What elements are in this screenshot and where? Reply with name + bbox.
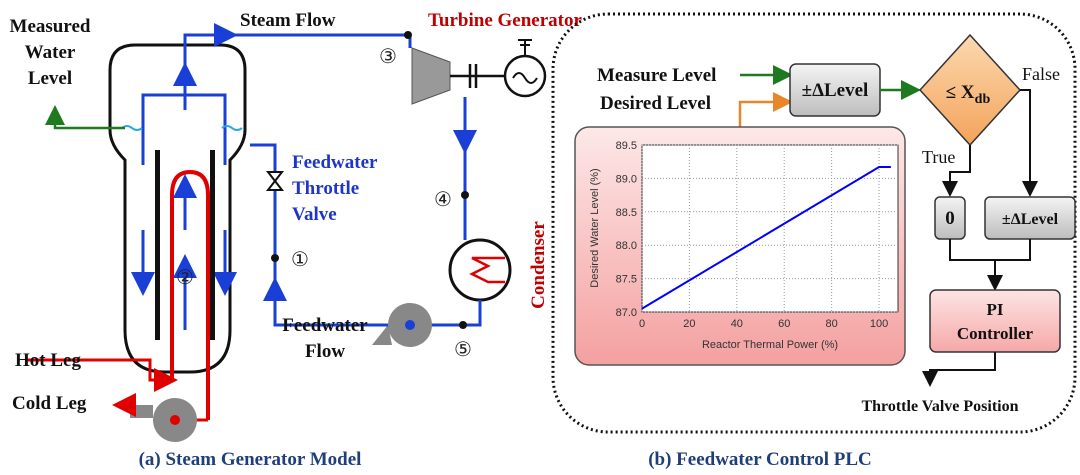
figure: Measured Water Level Steam Flow Turbine …: [0, 0, 1080, 475]
throttle-valve: [268, 172, 282, 190]
measured-label: Measured: [10, 16, 91, 37]
x-tick-label: 0: [639, 318, 645, 330]
desired-label: Desired Level: [600, 93, 711, 114]
feedwater-flow-label: Flow: [305, 341, 345, 362]
pump-port: [405, 320, 415, 330]
measure-label: Measure Level: [597, 65, 716, 86]
y-tick-label: 89.0: [616, 173, 637, 185]
steam-flow-label: Steam Flow: [240, 10, 336, 31]
shroud: [155, 150, 160, 340]
y-tick-label: 88.5: [616, 207, 637, 219]
node-dot: [461, 191, 469, 199]
y-tick-label: 88.0: [616, 240, 637, 252]
node-number: ①: [291, 247, 309, 271]
x-axis-label: Reactor Thermal Power (%): [702, 339, 838, 351]
x-tick-label: 20: [683, 318, 695, 330]
y-tick-label: 87.0: [616, 307, 637, 319]
output-label: Throttle Valve Position: [861, 398, 1018, 415]
condition-subscript: db: [975, 92, 991, 107]
condenser-label: Condenser: [528, 221, 549, 309]
valve-label: Feedwater: [292, 152, 378, 173]
pass-label: ±ΔLevel: [1002, 211, 1059, 228]
measured-label: Level: [28, 68, 72, 89]
pump-port: [170, 415, 180, 425]
y-tick-label: 89.5: [616, 140, 637, 152]
y-axis-label: Desired Water Level (%): [589, 168, 601, 287]
false-path: [1020, 90, 1030, 193]
caption: (a) Steam Generator Model: [139, 449, 362, 470]
hot-leg-label: Hot Leg: [15, 350, 81, 371]
reactor-pump: [130, 398, 197, 442]
error-box-label: ±ΔLevel: [802, 80, 869, 101]
feedwater-flow-label: Feedwater: [282, 315, 368, 336]
node-dot: [271, 254, 279, 262]
generator: [505, 56, 545, 96]
merge-path: [950, 239, 1030, 287]
x-tick-label: 80: [826, 318, 838, 330]
valve-label: Throttle: [292, 178, 359, 199]
node-number: ③: [379, 44, 397, 68]
x-tick-label: 40: [731, 318, 743, 330]
x-tick-label: 100: [870, 318, 888, 330]
caption: (b) Feedwater Control PLC: [648, 449, 872, 470]
false-label: False: [1022, 64, 1060, 84]
controller-label: PI: [987, 300, 1004, 319]
node-number: ②: [176, 265, 194, 289]
measured-label: Water: [25, 42, 76, 63]
condition-symbol: ≤ X: [946, 82, 975, 103]
y-tick-label: 87.5: [616, 274, 637, 286]
shroud: [210, 150, 215, 340]
true-label: True: [922, 147, 955, 167]
turbine: [412, 48, 450, 104]
plot-area: [642, 145, 898, 312]
x-tick-label: 60: [778, 318, 790, 330]
cold-leg-label: Cold Leg: [12, 393, 87, 414]
node-dot: [459, 321, 467, 329]
node-number: ⑤: [454, 337, 472, 361]
node-dot: [404, 31, 412, 39]
valve-label: Valve: [292, 204, 337, 225]
output-path: [930, 352, 995, 383]
desired-arrow: [740, 102, 788, 127]
turbine-label: Turbine Generator: [428, 10, 582, 31]
node-number: ④: [434, 187, 452, 211]
zero-label: 0: [945, 208, 955, 229]
controller-label: Controller: [957, 324, 1034, 343]
shaft: [450, 64, 505, 88]
